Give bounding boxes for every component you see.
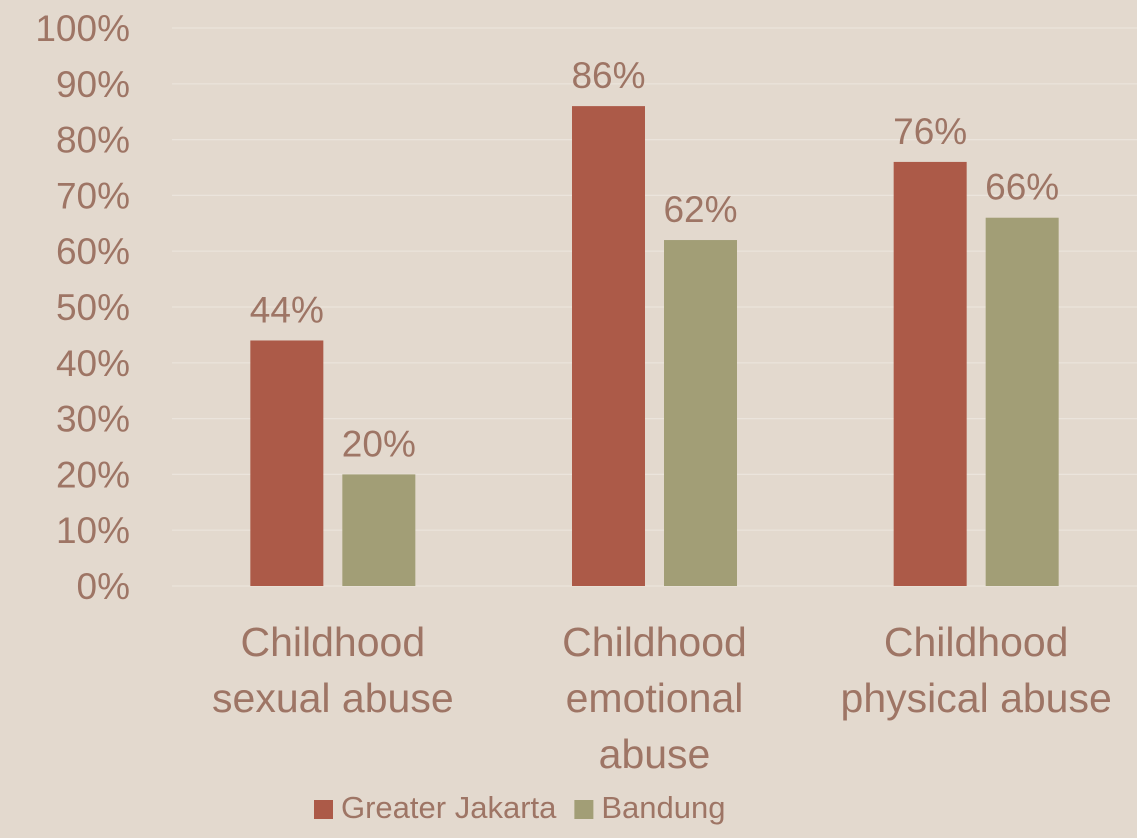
legend-item[interactable]: Bandung [574,790,726,825]
x-tick-label: sexual abuse [212,675,454,721]
y-tick-label: 60% [56,231,130,272]
x-tick-label: abuse [599,731,711,777]
data-labels: 44% 20% 86% 62% 76% 66% [250,55,1059,464]
x-tick-label: Childhood [562,619,747,665]
data-label: 62% [663,189,737,230]
y-tick-label: 100% [35,8,130,49]
bar [572,106,645,587]
y-tick-label: 20% [56,454,130,495]
y-axis-ticks: 0% 10% 20% 30% 40% 50% 60% 70% 80% 90% 100% [35,8,130,607]
legend-item[interactable]: Greater Jakarta [314,790,557,825]
y-tick-label: 80% [56,120,130,161]
y-tick-label: 30% [56,399,130,440]
y-tick-label: 90% [56,64,130,105]
legend-swatch [314,800,333,819]
data-label: 86% [571,55,645,96]
legend-label: Bandung [601,790,725,825]
x-tick-label: physical abuse [841,675,1112,721]
y-tick-label: 50% [56,287,130,328]
bar [342,474,416,586]
y-tick-label: 70% [56,175,130,216]
bars [250,106,1059,587]
x-tick-label: Childhood [884,619,1069,665]
y-tick-label: 0% [77,566,130,607]
legend[interactable]: Greater Jakarta Bandung [314,790,726,825]
x-tick-label: Childhood [241,619,426,665]
data-label: 66% [985,167,1059,208]
bar [664,240,737,587]
bar [250,340,324,586]
data-label: 20% [342,423,416,464]
x-axis-ticks: Childhood sexual abuse Childhood emotional a… [212,619,1112,777]
bar [893,161,967,587]
x-tick-label: emotional [566,675,744,721]
legend-swatch [574,800,594,819]
y-tick-label: 10% [56,510,130,551]
data-label: 76% [893,111,967,152]
bar [985,217,1059,586]
legend-label: Greater Jakarta [341,790,557,825]
data-label: 44% [250,289,324,330]
y-tick-label: 40% [56,343,130,384]
gridlines [172,27,1137,587]
